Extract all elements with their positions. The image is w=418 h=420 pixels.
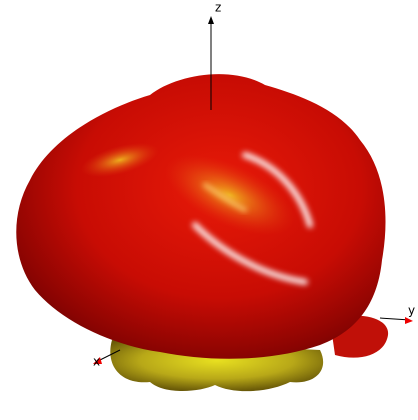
- specular-streak: [192, 222, 308, 285]
- y-arrow: [405, 317, 413, 324]
- z-axis-label: z: [215, 1, 221, 15]
- highlight-glow: [81, 142, 159, 178]
- y-axis-label: y: [408, 304, 415, 318]
- specular-streak: [242, 152, 313, 228]
- specular-streak: [203, 183, 247, 212]
- main-lobe: [16, 74, 386, 359]
- x-arrow: [93, 357, 102, 364]
- z-arrow: [208, 16, 214, 24]
- highlight-glow: [165, 154, 295, 236]
- x-axis-label: x: [93, 355, 100, 369]
